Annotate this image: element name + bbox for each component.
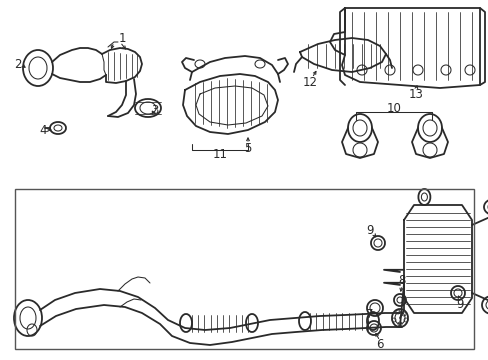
Text: 8: 8 — [398, 274, 405, 287]
Text: 9: 9 — [455, 298, 463, 311]
Text: 7: 7 — [366, 309, 373, 321]
Text: 12: 12 — [302, 76, 317, 89]
Text: 5: 5 — [244, 141, 251, 154]
Text: 9: 9 — [366, 224, 373, 237]
Bar — [15, 189, 473, 349]
Text: 1: 1 — [118, 31, 125, 45]
Text: 6: 6 — [375, 338, 383, 351]
Text: 3: 3 — [151, 104, 159, 117]
Text: 4: 4 — [39, 123, 47, 136]
Text: 13: 13 — [408, 89, 423, 102]
Text: 11: 11 — [212, 148, 227, 162]
Text: 10: 10 — [386, 102, 401, 114]
Text: 2: 2 — [14, 58, 21, 72]
